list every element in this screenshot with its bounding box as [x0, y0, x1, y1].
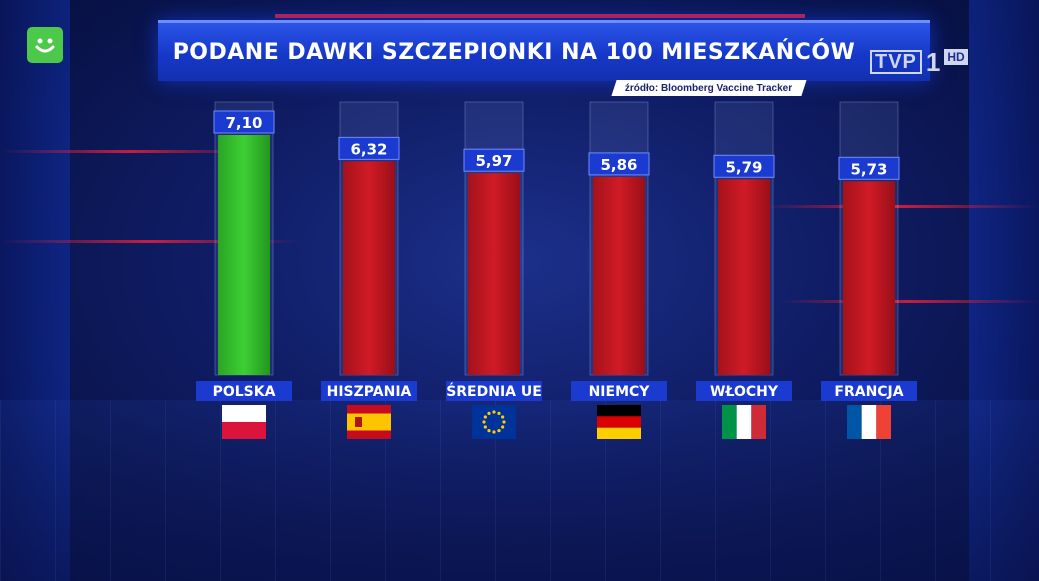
decor-streak	[0, 240, 300, 243]
category-label: HISZPANIA	[327, 384, 412, 400]
channel-number: 1	[925, 46, 941, 77]
bar-group: 5,86 NIEMCY	[571, 101, 667, 439]
smiley-logo-icon	[27, 27, 63, 63]
value-label-bg	[713, 154, 775, 178]
value-label-bg	[463, 148, 525, 172]
category-label: ŚREDNIA UE	[446, 382, 542, 400]
category-label-bg	[696, 381, 792, 401]
bar	[593, 176, 645, 375]
value-label-bg	[338, 136, 400, 160]
category-label-bg	[821, 381, 917, 401]
channel-logo: TVP 1 HD	[870, 47, 968, 77]
bar-group: 6,32 HISZPANIA	[321, 101, 417, 439]
value-label: 5,97	[475, 152, 512, 170]
value-label: 5,86	[600, 156, 637, 174]
value-label-bg	[588, 152, 650, 176]
flag-eu-icon	[472, 405, 516, 439]
bar	[468, 173, 520, 375]
flag-poland-icon	[222, 405, 266, 439]
value-label: 6,32	[350, 140, 387, 158]
value-label-bg	[838, 156, 900, 180]
bar	[843, 181, 895, 375]
category-label-bg	[196, 381, 292, 401]
decor-streak	[780, 300, 1039, 303]
bar	[343, 161, 395, 375]
category-label-bg	[571, 381, 667, 401]
bar-group: 5,79 WŁOCHY	[696, 101, 792, 439]
bar-group: 5,97 ŚREDNIA UE	[446, 101, 542, 439]
bar	[718, 179, 770, 375]
value-label: 5,73	[850, 160, 887, 178]
bar	[218, 135, 270, 375]
bar-group: 5,73 FRANCJA	[821, 101, 917, 439]
flag-germany-icon	[597, 405, 641, 439]
category-label: WŁOCHY	[710, 384, 779, 400]
flag-france-icon	[847, 405, 891, 439]
decor-streak	[760, 205, 1039, 208]
value-label-bg	[213, 110, 275, 134]
value-label: 5,79	[725, 158, 762, 176]
title-banner: PODANE DAWKI SZCZEPIONKI NA 100 MIESZKAŃ…	[158, 20, 930, 81]
title-accent-line	[275, 14, 805, 18]
decor-streak	[0, 150, 260, 153]
flag-spain-icon	[347, 405, 391, 439]
category-label-bg	[446, 381, 542, 401]
category-label-bg	[321, 381, 417, 401]
category-label: POLSKA	[213, 384, 276, 400]
value-label: 7,10	[225, 114, 262, 132]
category-label: FRANCJA	[834, 384, 903, 400]
channel-name: TVP	[870, 50, 922, 74]
category-label: NIEMCY	[589, 384, 651, 400]
bar-group: 7,10 POLSKA	[196, 101, 292, 439]
flag-italy-icon	[722, 405, 766, 439]
chart-title: PODANE DAWKI SZCZEPIONKI NA 100 MIESZKAŃ…	[172, 39, 856, 65]
channel-quality: HD	[944, 49, 968, 65]
